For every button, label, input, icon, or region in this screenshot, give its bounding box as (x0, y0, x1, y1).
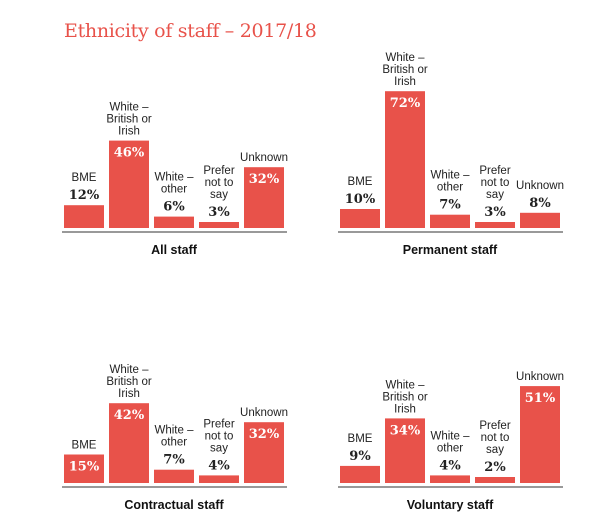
category-label: Prefer (203, 165, 234, 177)
category-label: Unknown (516, 371, 564, 383)
bar (109, 403, 149, 483)
category-label: Prefer (479, 165, 510, 177)
data-label: 3% (208, 205, 230, 220)
data-label: 4% (439, 458, 461, 473)
category-label: other (437, 442, 463, 454)
chart-panel-permanent-staff: 10% BME 72% White – British or Irish 7% White –… (276, 50, 566, 265)
data-label: 8% (529, 196, 551, 211)
chart-panel-all-staff: 12% BME 46% White – British or Irish 6% White –… (0, 50, 290, 265)
bar (199, 222, 239, 228)
panel-title: Voluntary staff (407, 498, 494, 512)
chart-panel-contractual-staff: 15% BME 42% White – British or Irish 7% White –… (0, 305, 290, 520)
data-label: 34% (390, 423, 421, 438)
data-label: 9% (349, 449, 371, 464)
category-label: British or (382, 64, 428, 76)
data-label: 46% (114, 146, 145, 161)
category-label: Unknown (240, 407, 288, 419)
category-label: White – (155, 172, 195, 184)
panel-title: Permanent staff (403, 243, 498, 257)
data-label: 3% (484, 205, 506, 220)
category-label: not to (205, 430, 234, 442)
bar (154, 216, 194, 228)
chart-panel-voluntary-staff: 9% BME 34% White – British or Irish 4% White – o… (276, 305, 566, 520)
bar (385, 418, 425, 483)
category-label: Irish (394, 76, 416, 88)
category-label: White – (386, 52, 426, 64)
category-label: White – (386, 379, 426, 391)
bar (520, 386, 560, 483)
bar (430, 214, 470, 228)
bar (430, 475, 470, 483)
data-label: 2% (484, 460, 506, 475)
bar (199, 475, 239, 483)
bar (340, 465, 380, 483)
category-label: British or (106, 114, 152, 126)
bar (340, 209, 380, 228)
category-label: British or (106, 376, 152, 388)
category-label: other (161, 184, 187, 196)
category-label: White – (110, 102, 150, 114)
category-label: BME (72, 440, 97, 452)
data-label: 51% (525, 391, 556, 406)
bar (520, 212, 560, 228)
category-label: BME (348, 433, 373, 445)
bar (64, 205, 104, 228)
category-label: BME (72, 172, 97, 184)
bar (154, 469, 194, 483)
bar (475, 477, 515, 483)
category-label: British or (382, 391, 428, 403)
data-label: 6% (163, 200, 185, 215)
category-label: not to (481, 177, 510, 189)
data-label: 72% (390, 96, 421, 111)
category-label: Irish (118, 388, 140, 400)
data-label: 4% (208, 458, 230, 473)
category-label: not to (205, 177, 234, 189)
panel-title: Contractual staff (124, 498, 224, 512)
category-label: White – (431, 170, 471, 182)
category-label: White – (155, 425, 195, 437)
data-label: 15% (69, 460, 100, 475)
bar (475, 222, 515, 228)
category-label: other (161, 437, 187, 449)
category-label: Prefer (479, 420, 510, 432)
category-label: say (486, 189, 504, 201)
category-label: other (437, 182, 463, 194)
data-label: 7% (163, 453, 185, 468)
category-label: say (210, 189, 228, 201)
data-label: 32% (249, 427, 280, 442)
panel-title: All staff (151, 243, 198, 257)
category-label: Irish (118, 126, 140, 138)
data-label: 12% (69, 188, 100, 203)
bar (109, 140, 149, 228)
category-label: White – (431, 430, 471, 442)
data-label: 42% (114, 408, 145, 423)
data-label: 32% (249, 172, 280, 187)
category-label: Prefer (203, 418, 234, 430)
bar (244, 422, 284, 483)
category-label: BME (348, 176, 373, 188)
data-label: 10% (345, 192, 376, 207)
category-label: White – (110, 364, 150, 376)
category-label: Unknown (240, 152, 288, 164)
category-label: say (486, 444, 504, 456)
data-label: 7% (439, 198, 461, 213)
page-title: Ethnicity of staff – 2017/18 (64, 20, 317, 42)
category-label: not to (481, 432, 510, 444)
bar (64, 454, 104, 483)
bar (244, 167, 284, 228)
category-label: Irish (394, 403, 416, 415)
category-label: say (210, 442, 228, 454)
bar (385, 91, 425, 228)
category-label: Unknown (516, 180, 564, 192)
